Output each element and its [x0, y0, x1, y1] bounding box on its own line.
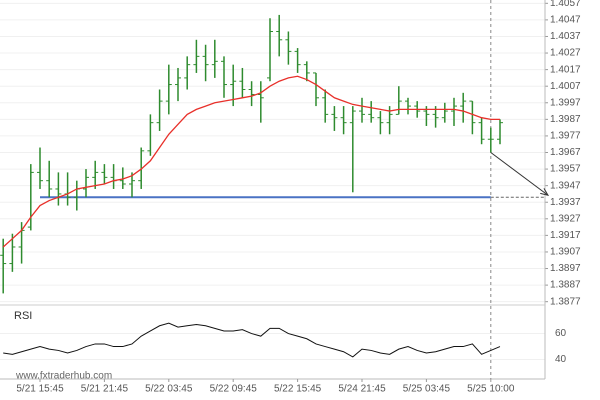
- rsi-tick-label: 60: [555, 328, 567, 339]
- projection-arrow: [490, 152, 549, 196]
- y-tick-label: 1.3917: [550, 230, 581, 241]
- moving-average: [2, 75, 500, 248]
- y-tick-label: 1.3937: [550, 197, 581, 208]
- x-tick-label: 5/25 10:00: [467, 384, 515, 395]
- y-tick-label: 1.3897: [550, 263, 581, 274]
- y-tick-label: 1.4007: [550, 81, 581, 92]
- x-tick-label: 5/22 09:45: [210, 384, 258, 395]
- y-tick-label: 1.3947: [550, 180, 581, 191]
- watermark: www.fxtraderhub.com: [15, 371, 112, 382]
- y-tick-label: 1.3877: [550, 296, 581, 307]
- y-tick-label: 1.3967: [550, 147, 581, 158]
- y-tick-label: 1.3957: [550, 164, 581, 175]
- x-tick-label: 5/21 15:45: [16, 384, 64, 395]
- x-tick-label: 5/22 15:45: [274, 384, 322, 395]
- x-tick-label: 5/22 03:45: [145, 384, 193, 395]
- rsi-line: [3, 322, 501, 358]
- y-tick-label: 1.4057: [550, 0, 581, 9]
- y-tick-label: 1.3927: [550, 213, 581, 224]
- y-tick-label: 1.4047: [550, 15, 581, 26]
- y-tick-label: 1.4027: [550, 48, 581, 59]
- y-tick-label: 1.4017: [550, 64, 581, 75]
- y-tick-label: 1.3987: [550, 114, 581, 125]
- y-tick-label: 1.3997: [550, 97, 581, 108]
- y-tick-label: 1.4037: [550, 31, 581, 42]
- x-tick-label: 5/24 21:45: [338, 384, 386, 395]
- x-tick-label: 5/25 03:45: [403, 384, 451, 395]
- arrow-head: [540, 188, 550, 197]
- rsi-tick-label: 40: [555, 354, 567, 365]
- y-tick-label: 1.3907: [550, 247, 581, 258]
- y-tick-label: 1.3887: [550, 280, 581, 291]
- rsi-label: RSI: [14, 310, 32, 322]
- y-tick-label: 1.3977: [550, 131, 581, 142]
- x-tick-label: 5/21 21:45: [81, 384, 129, 395]
